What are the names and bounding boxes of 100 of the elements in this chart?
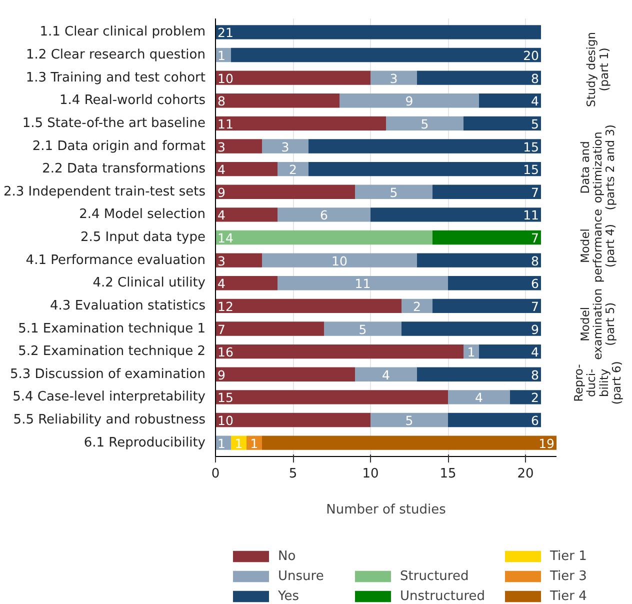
bar — [216, 412, 370, 428]
data-label: 6 — [320, 208, 328, 223]
bar — [278, 276, 448, 290]
data-label: 14 — [218, 230, 234, 246]
bar — [355, 184, 432, 199]
data-label: 1 — [218, 436, 226, 451]
bar — [216, 390, 448, 404]
bar — [324, 322, 402, 336]
bar — [448, 276, 541, 290]
bar — [370, 208, 541, 222]
bar — [216, 367, 355, 382]
bar — [355, 367, 417, 382]
bar — [417, 70, 541, 85]
bar — [448, 390, 510, 404]
data-label: 1 — [467, 344, 476, 360]
bar — [262, 139, 308, 154]
y-tick-label: 6.1 Reproducibility — [84, 435, 206, 450]
y-tick-label: 1.1 Clear clinical problem — [40, 24, 206, 40]
y-tick-label: 2.3 Independent train-test sets — [3, 184, 206, 200]
bar — [510, 390, 541, 404]
legend-label: Tier 4 — [550, 588, 587, 604]
y-tick-label: 2.5 Input data type — [80, 230, 206, 245]
data-label: 3 — [218, 253, 226, 268]
data-label: 12 — [218, 298, 234, 314]
data-label: 7 — [218, 322, 226, 337]
data-label: 15 — [218, 390, 234, 406]
x-tick-label: 5 — [288, 466, 298, 482]
bar — [308, 162, 541, 176]
bar — [448, 412, 541, 428]
bar — [262, 436, 556, 450]
data-label: 4 — [531, 94, 540, 109]
legend-label: Unsure — [278, 568, 324, 584]
bar — [432, 184, 541, 199]
bar — [402, 322, 541, 336]
legend-label: Yes — [278, 588, 299, 604]
bar — [216, 184, 355, 199]
y-tick-label: 4.3 Evaluation statistics — [50, 298, 206, 314]
data-label: 9 — [218, 367, 226, 382]
bar — [308, 139, 541, 154]
data-label: 5 — [531, 116, 539, 132]
text: Model performance (part 4) — [578, 208, 618, 283]
data-label: 5 — [358, 322, 367, 337]
data-label: 10 — [332, 253, 348, 268]
x-tick-label: 20 — [517, 466, 534, 482]
bar — [402, 298, 432, 314]
data-label: 10 — [218, 413, 234, 428]
data-label: 9 — [218, 184, 226, 200]
bar — [216, 139, 262, 154]
y-tick-label: 1.2 Clear research question — [26, 48, 206, 62]
bar — [386, 116, 464, 131]
bar — [340, 94, 479, 108]
y-tick-label: 5.5 Reliability and robustness — [13, 412, 206, 428]
data-label: 2 — [531, 390, 539, 406]
data-label: 5 — [420, 116, 429, 132]
bar — [278, 208, 370, 222]
bar — [479, 94, 541, 108]
y-tick-label: 5.4 Case-level interpretability — [12, 390, 206, 405]
bar — [432, 298, 541, 314]
bar — [370, 412, 448, 428]
x-axis-title: Number of studies — [326, 502, 446, 518]
bar — [216, 162, 278, 176]
data-label: 4 — [218, 208, 226, 223]
data-label: 5 — [390, 184, 398, 200]
data-label: 3 — [218, 139, 226, 154]
data-label: 3 — [281, 139, 290, 154]
bar — [216, 94, 340, 108]
data-label: 4 — [475, 390, 484, 406]
legend-label: Structured — [400, 568, 469, 584]
data-label: 11 — [523, 208, 539, 223]
bar — [246, 436, 262, 450]
data-label: 11 — [354, 276, 371, 292]
text: Data and optimization (parts 2 and 3) — [578, 124, 618, 210]
y-tick-label: 5.2 Examination technique 2 — [18, 344, 206, 360]
bar — [216, 322, 324, 336]
data-label: 1 — [218, 48, 226, 63]
data-label: 8 — [531, 70, 540, 86]
data-label: 4 — [531, 344, 540, 360]
data-label: 2 — [289, 162, 297, 178]
data-label: 3 — [390, 70, 398, 86]
data-label: 11 — [218, 116, 234, 132]
legend-label: Tier 1 — [550, 548, 587, 564]
y-tick-label: 2.1 Data origin and format — [32, 138, 206, 154]
data-label: 2 — [413, 298, 421, 314]
bar — [417, 367, 541, 382]
bar — [417, 253, 541, 268]
y-tick-label: 4.1 Performance evaluation — [26, 252, 206, 268]
data-label: 6 — [531, 413, 540, 428]
data-label: 4 — [382, 367, 390, 382]
bar — [231, 436, 246, 450]
data-label: 19 — [538, 436, 555, 451]
x-tick-label: 15 — [440, 466, 456, 482]
text: Model examination (part 5) — [578, 288, 618, 360]
data-label: 9 — [531, 322, 540, 337]
bar — [479, 344, 541, 359]
data-label: 7 — [531, 298, 539, 314]
y-tick-label: 2.4 Model selection — [79, 207, 206, 222]
data-label: 4 — [218, 162, 226, 178]
bar — [231, 48, 541, 62]
bar — [216, 344, 464, 359]
bar — [370, 70, 417, 85]
